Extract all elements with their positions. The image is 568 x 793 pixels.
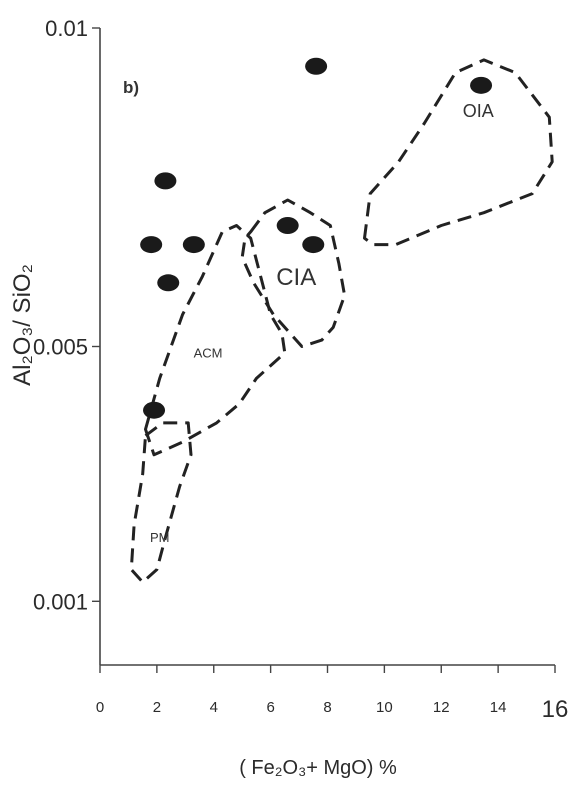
x-tick-label: 12 — [433, 699, 450, 716]
x-tick-label: 4 — [210, 699, 218, 716]
data-point — [305, 57, 328, 75]
x-tick-label: 14 — [490, 699, 507, 716]
y-ticks: 0.001 0.005 0.01 — [33, 16, 100, 614]
data-point — [470, 76, 493, 94]
field-outline-acm — [144, 224, 287, 457]
field-label-pm: PM — [150, 530, 170, 545]
x-tick-label: 6 — [266, 699, 274, 716]
data-point — [302, 236, 325, 254]
x-ticks: 0 2 4 6 8 10 12 14 16 — [96, 665, 568, 723]
x-tick-label: 0 — [96, 699, 104, 716]
x-axis-label: ( Fe₂O₃+ MgO) % — [239, 757, 397, 779]
data-point — [276, 216, 299, 234]
y-tick-label: 0.01 — [45, 16, 88, 41]
y-axis-label: Al₂O₃/ SiO₂ — [9, 264, 36, 386]
field-outline-cia — [240, 198, 347, 348]
field-label-acm: ACM — [194, 345, 223, 360]
data-point — [140, 236, 163, 254]
data-points — [140, 57, 493, 419]
data-point — [182, 236, 205, 254]
field-label-cia: CIA — [276, 264, 316, 291]
x-tick-label: 8 — [323, 699, 331, 716]
x-tick-label: 10 — [376, 699, 393, 716]
field-outline-oia — [363, 58, 554, 247]
tectonic-fields: OIA CIA ACM PM — [129, 58, 554, 584]
data-point — [154, 172, 177, 190]
data-point — [143, 401, 166, 419]
panel-label: b) — [123, 78, 139, 97]
x-tick-label: 16 — [542, 696, 568, 723]
y-tick-label: 0.001 — [33, 589, 88, 614]
x-tick-label: 2 — [153, 699, 161, 716]
field-label-oia: OIA — [463, 101, 494, 121]
data-point — [157, 274, 180, 292]
y-tick-label: 0.005 — [33, 335, 88, 360]
field-outline-pm — [129, 421, 193, 584]
